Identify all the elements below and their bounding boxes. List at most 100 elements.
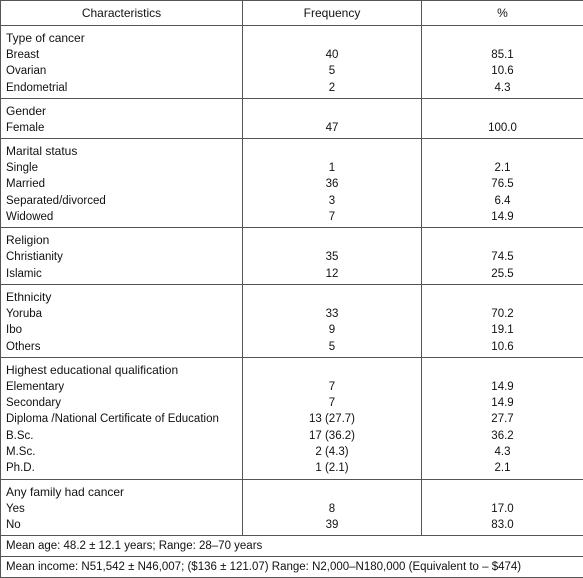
row-frequency: 2 (4.3) — [243, 444, 422, 460]
row-frequency: 3 — [243, 193, 422, 209]
row-percent: 76.5 — [422, 176, 583, 192]
row-frequency: 13 (27.7) — [243, 411, 422, 427]
table-row: Ph.D.1 (2.1)2.1 — [1, 460, 583, 479]
row-label: Married — [1, 176, 243, 192]
row-frequency: 2 — [243, 80, 422, 99]
header-row: Characteristics Frequency % — [1, 1, 583, 26]
row-frequency: 9 — [243, 322, 422, 338]
row-label: M.Sc. — [1, 444, 243, 460]
row-percent: 85.1 — [422, 47, 583, 63]
row-percent: 100.0 — [422, 120, 583, 139]
group-title: Religion — [1, 228, 243, 250]
row-label: Yoruba — [1, 306, 243, 322]
row-frequency: 17 (36.2) — [243, 428, 422, 444]
row-frequency: 7 — [243, 395, 422, 411]
table-row: Diploma /National Certificate of Educati… — [1, 411, 583, 427]
group-heading-row: Marital status — [1, 139, 583, 161]
row-frequency: 7 — [243, 209, 422, 228]
row-label: Female — [1, 120, 243, 139]
row-percent: 4.3 — [422, 444, 583, 460]
row-label: Yes — [1, 501, 243, 517]
row-label: Single — [1, 160, 243, 176]
row-frequency: 33 — [243, 306, 422, 322]
row-percent: 2.1 — [422, 160, 583, 176]
row-frequency: 39 — [243, 517, 422, 536]
row-frequency: 1 (2.1) — [243, 460, 422, 479]
row-frequency: 5 — [243, 339, 422, 358]
group-title: Ethnicity — [1, 284, 243, 306]
header-characteristics: Characteristics — [1, 1, 243, 26]
group-title: Type of cancer — [1, 26, 243, 48]
row-percent: 14.9 — [422, 379, 583, 395]
row-label: Diploma /National Certificate of Educati… — [1, 411, 243, 427]
footnote-row: Mean age: 48.2 ± 12.1 years; Range: 28–7… — [1, 536, 583, 557]
group-empty-cell — [422, 284, 583, 306]
row-label: Endometrial — [1, 80, 243, 99]
row-label: Ph.D. — [1, 460, 243, 479]
group-empty-cell — [422, 228, 583, 250]
group-title: Marital status — [1, 139, 243, 161]
row-label: Ovarian — [1, 63, 243, 79]
row-frequency: 47 — [243, 120, 422, 139]
row-label: Others — [1, 339, 243, 358]
group-empty-cell — [243, 26, 422, 48]
row-label: Ibo — [1, 322, 243, 338]
table-row: B.Sc.17 (36.2)36.2 — [1, 428, 583, 444]
group-empty-cell — [422, 139, 583, 161]
group-heading-row: Ethnicity — [1, 284, 583, 306]
row-percent: 4.3 — [422, 80, 583, 99]
row-frequency: 1 — [243, 160, 422, 176]
group-heading-row: Religion — [1, 228, 583, 250]
table-row: M.Sc.2 (4.3)4.3 — [1, 444, 583, 460]
footnote-text: Mean age: 48.2 ± 12.1 years; Range: 28–7… — [1, 536, 583, 557]
group-empty-cell — [243, 228, 422, 250]
row-percent: 83.0 — [422, 517, 583, 536]
row-frequency: 7 — [243, 379, 422, 395]
row-percent: 70.2 — [422, 306, 583, 322]
row-percent: 36.2 — [422, 428, 583, 444]
row-label: No — [1, 517, 243, 536]
row-label: Separated/divorced — [1, 193, 243, 209]
row-frequency: 40 — [243, 47, 422, 63]
row-percent: 14.9 — [422, 209, 583, 228]
header-frequency: Frequency — [243, 1, 422, 26]
row-label: Christianity — [1, 249, 243, 265]
group-title: Any family had cancer — [1, 479, 243, 501]
row-label: B.Sc. — [1, 428, 243, 444]
group-title: Highest educational qualification — [1, 357, 243, 379]
row-frequency: 36 — [243, 176, 422, 192]
row-frequency: 35 — [243, 249, 422, 265]
row-percent: 14.9 — [422, 395, 583, 411]
group-empty-cell — [243, 139, 422, 161]
row-percent: 10.6 — [422, 63, 583, 79]
row-percent: 17.0 — [422, 501, 583, 517]
row-percent: 10.6 — [422, 339, 583, 358]
row-label: Elementary — [1, 379, 243, 395]
row-label: Widowed — [1, 209, 243, 228]
group-empty-cell — [243, 479, 422, 501]
group-heading-row: Any family had cancer — [1, 479, 583, 501]
group-empty-cell — [243, 357, 422, 379]
row-percent: 19.1 — [422, 322, 583, 338]
row-percent: 74.5 — [422, 249, 583, 265]
header-percent: % — [422, 1, 583, 26]
row-label: Islamic — [1, 266, 243, 285]
row-label: Breast — [1, 47, 243, 63]
row-frequency: 8 — [243, 501, 422, 517]
row-frequency: 5 — [243, 63, 422, 79]
